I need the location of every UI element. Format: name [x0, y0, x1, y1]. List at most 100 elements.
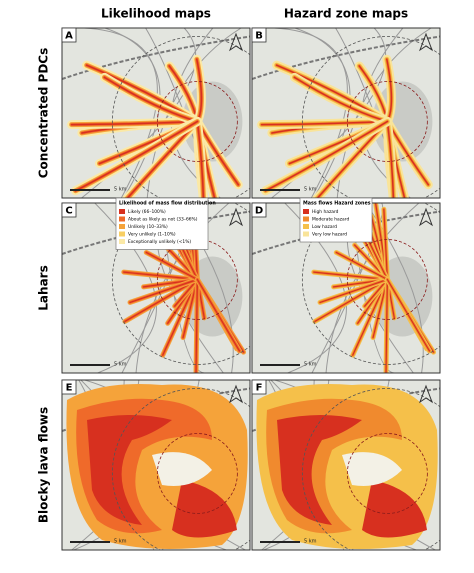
legend: Likelihood of mass flow distribution Like… [115, 197, 216, 250]
legend-swatch [303, 224, 309, 229]
flow [386, 120, 395, 198]
hazard-ring [301, 203, 440, 365]
flow [124, 278, 198, 322]
flow [364, 278, 388, 307]
panel-letter: C [65, 206, 72, 217]
row-label: Concentrated PDCs [37, 48, 51, 179]
scale-label: 5 km [114, 362, 127, 368]
legend-label: Very unlikely (1–10%) [128, 232, 176, 238]
hazard-ring [346, 433, 428, 514]
map-content: 5 km [62, 203, 250, 373]
north-arrow [228, 384, 244, 404]
legend-swatch [119, 224, 125, 229]
panel-letter: A [65, 31, 73, 42]
panel-letter-box [61, 27, 77, 43]
flow [368, 241, 388, 281]
map-panel: 5 km C [61, 202, 251, 374]
map-content: 5 km [62, 380, 250, 550]
scale-label: 5 km [114, 187, 127, 193]
flow [264, 120, 389, 192]
column-header: Likelihood maps [101, 7, 211, 21]
row-label: Blocky lava flows [37, 407, 51, 523]
flow [260, 120, 389, 126]
panel-letter-box [61, 379, 77, 395]
legend-swatch [119, 209, 125, 214]
legend-label: Exceptionally unlikely (<1%) [128, 239, 191, 245]
column-header: Hazard zone maps [284, 7, 408, 21]
legend-swatch [303, 209, 309, 214]
flow [342, 452, 402, 486]
map-panel: 5 km E [61, 379, 251, 551]
scale-label: 5 km [304, 362, 317, 368]
panel-letter-box [61, 202, 77, 218]
flow [87, 415, 172, 525]
flow [174, 278, 198, 307]
railway [62, 35, 250, 80]
legend-swatch [303, 231, 309, 237]
north-arrow [418, 32, 434, 52]
panel-letter-box [251, 27, 267, 43]
map-content: 5 km [62, 28, 250, 198]
flow [313, 271, 388, 281]
flow [196, 120, 205, 198]
flow [195, 278, 198, 373]
map-content: 5 km [252, 380, 440, 550]
panel-letter: D [255, 206, 263, 217]
hazard-ring [301, 388, 440, 550]
map-panel: 5 km F [251, 379, 441, 551]
legend-label: About as likely as not (33–66%) [128, 217, 198, 223]
flow [129, 278, 198, 303]
legend-label: Low hazard [312, 224, 337, 230]
flow [145, 251, 198, 281]
legend-label: Moderate hazard [312, 217, 349, 223]
panel-letter: F [256, 383, 263, 394]
map-content: 5 km [252, 28, 440, 198]
legend-title: Mass flows Hazard zones [303, 201, 371, 207]
hazard-ring [346, 239, 428, 320]
legend-label: Likely (66–100%) [128, 209, 166, 215]
scale-label: 5 km [304, 539, 317, 545]
flow [172, 480, 237, 538]
scale-label: 5 km [304, 187, 317, 193]
panel-letter-box [251, 202, 267, 218]
map-panel: 5 km B [251, 27, 441, 199]
panel-frame [61, 379, 251, 551]
legend-title: Likelihood of mass flow distribution [119, 201, 216, 207]
legend-label: Very low hazard [312, 232, 347, 238]
legend-label: Unlikely (10–33%) [128, 224, 168, 230]
hazard-ring [156, 81, 238, 162]
legend-box [115, 197, 209, 250]
north-arrow [418, 384, 434, 404]
hazard-ring [156, 433, 238, 514]
flow [335, 251, 388, 281]
flow [74, 120, 199, 192]
map-content: 5 km [252, 203, 440, 373]
flow [316, 120, 389, 198]
legend-swatch [119, 216, 125, 222]
hazard-ring [111, 36, 250, 198]
flow [152, 452, 212, 486]
flow [385, 278, 388, 373]
row-label: Lahars [37, 265, 51, 310]
hazard-ring [111, 388, 250, 550]
flow [196, 278, 241, 352]
flow [103, 76, 199, 123]
panel-letter: E [66, 383, 73, 394]
legend-box [299, 197, 373, 243]
hazard-ring [346, 81, 428, 162]
panel-frame [251, 379, 441, 551]
legend: Mass flows Hazard zones High hazard Modera… [299, 197, 373, 243]
legend-swatch [119, 231, 125, 237]
scale-label: 5 km [114, 539, 127, 545]
hazard-ring [111, 203, 250, 365]
flow [386, 278, 431, 352]
flow [70, 120, 199, 126]
panel-letter-box [251, 379, 267, 395]
flow [123, 271, 198, 281]
legend-swatch [119, 239, 125, 244]
flow [293, 76, 389, 123]
flow [126, 120, 199, 198]
north-arrow [228, 207, 244, 227]
north-arrow [418, 207, 434, 227]
flow [362, 480, 427, 538]
